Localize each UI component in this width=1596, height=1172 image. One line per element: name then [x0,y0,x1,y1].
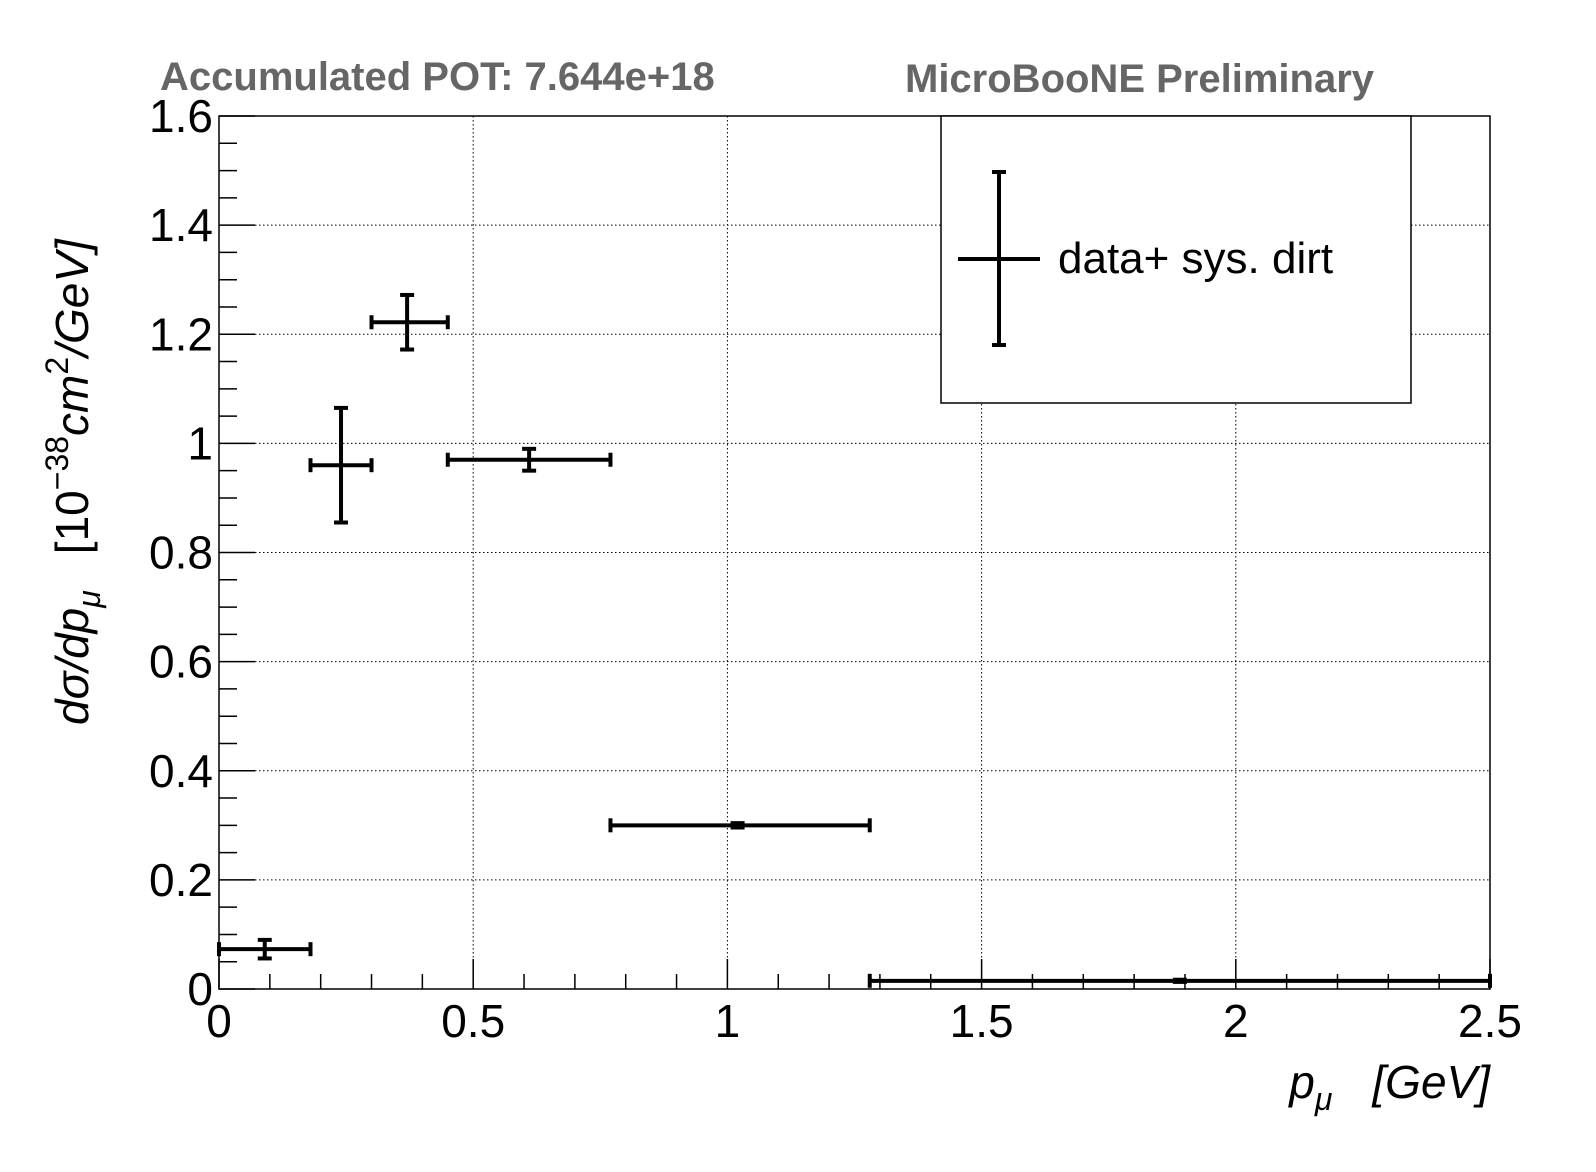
data-point [369,292,450,352]
x-axis-title: pμ [GeV] [1287,1056,1491,1117]
y-tick-label: 0.8 [149,527,213,579]
x-tick-label: 1.5 [950,995,1014,1047]
x-axis-title-main: p [1287,1056,1315,1108]
x-tick-label: 1 [715,995,741,1047]
x-axis-tick-labels: 0 0.5 1 1.5 2 2.5 [206,995,1522,1047]
y-axis-title-main: dσ/dp [46,608,98,725]
y-tick-label: 0 [187,963,213,1015]
x-tick-label: 2.5 [1458,995,1522,1047]
data-point [608,818,872,833]
data-point [445,446,613,473]
x-tick-label: 0 [206,995,232,1047]
y-axis-title-units-suffix: /GeV] [46,238,98,360]
data-point [217,937,313,961]
legend: data+ sys. dirt [940,115,1412,404]
y-axis-title: dσ/dpμ [10−38cm2/GeV] [39,238,107,725]
y-tick-label: 1 [187,417,213,469]
y-tick-label: 1.4 [149,199,213,251]
accumulated-pot-label: Accumulated POT: 7.644e+18 [160,55,715,99]
y-tick-label: 0.6 [149,636,213,688]
y-tick-label: 1.2 [149,308,213,360]
x-axis-title-subscript: μ [1314,1081,1333,1117]
y-axis-title-subscript: μ [71,590,107,609]
data-points [217,292,1492,988]
legend-marker-icon [958,170,1040,347]
y-tick-label: 1.6 [149,90,213,142]
y-tick-label: 0.4 [149,745,213,797]
y-axis-title-units-exponent2: 2 [39,357,75,375]
y-axis-title-units-cm: cm [46,375,98,436]
axis-ticks [218,115,1491,990]
y-axis-title-units-exponent: −38 [39,436,75,490]
y-axis-title-units-prefix: [10 [46,490,98,554]
y-axis-tick-labels: 0 0.2 0.4 0.6 0.8 1 1.2 1.4 1.6 [149,90,213,1015]
legend-entry-label: data+ sys. dirt [1058,234,1333,283]
x-tick-label: 2 [1223,995,1249,1047]
data-point [867,973,1492,988]
data-point [308,405,374,525]
y-tick-label: 0.2 [149,854,213,906]
x-axis-title-units: [GeV] [1371,1056,1491,1108]
x-tick-label: 0.5 [441,995,505,1047]
experiment-label: MicroBooNE Preliminary [905,57,1375,101]
